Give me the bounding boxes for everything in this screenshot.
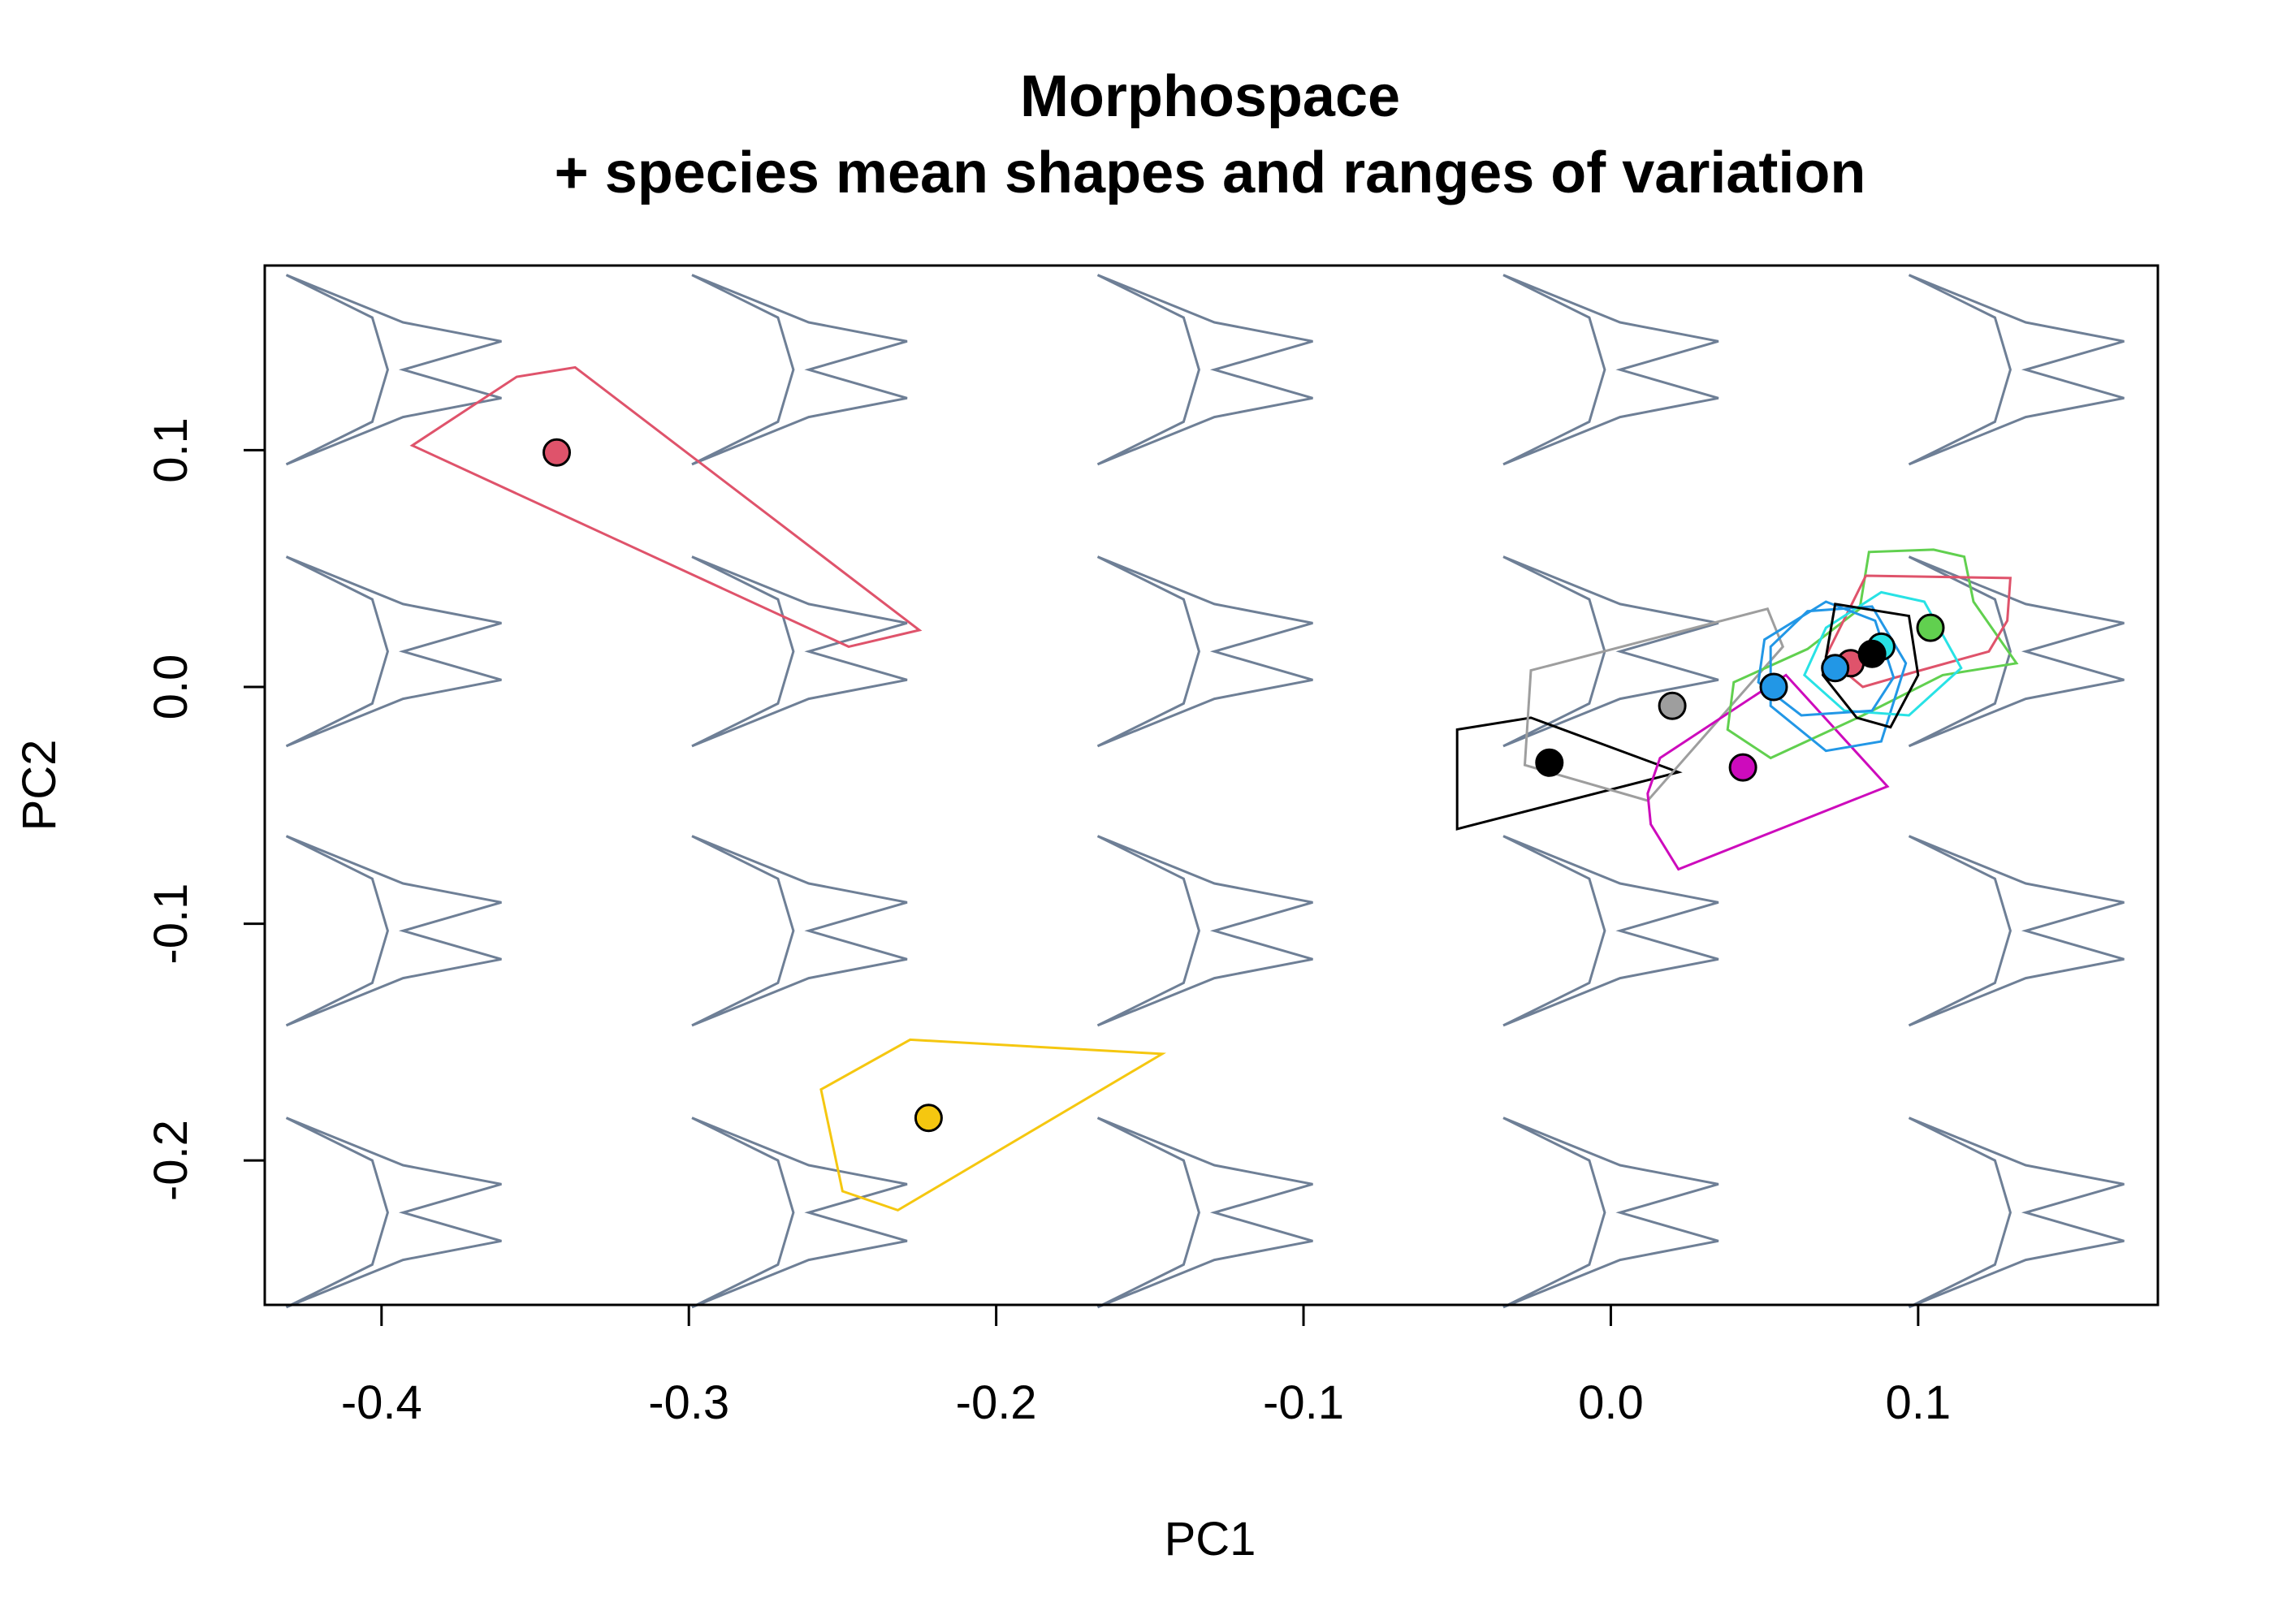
background-shape [1908,555,2125,748]
species-mean-point [1916,613,1945,642]
background-shape [691,555,908,748]
species-mean-point [1759,672,1788,702]
species-hull [1523,607,1785,802]
species-mean-point [1535,748,1564,777]
species-mean-point [1728,753,1757,782]
background-shape [691,835,908,1027]
background-shape [1502,1116,1719,1309]
y-tick-label: 0.0 [145,654,197,720]
background-shape [1096,274,1313,466]
species-hull [1646,673,1890,871]
chart-title-line-1: Morphospace [1020,64,1400,129]
species-means [543,438,1945,1133]
species-mean-point [914,1104,943,1133]
background-shape [285,835,502,1027]
plot-frame [263,264,2159,1307]
background-shape [1502,835,1719,1027]
y-tick-label: 0.1 [145,417,197,483]
x-tick-label: -0.4 [341,1376,422,1429]
species-hull [1821,603,1920,729]
y-axis-label: PC2 [13,740,66,831]
background-shape-grid [285,274,2125,1309]
species-mean-point [1658,691,1687,720]
y-tick-label: -0.1 [145,883,197,965]
background-shape [691,1116,908,1309]
background-shape [691,274,908,466]
species-mean-point [1857,639,1887,668]
chart-title-line-2: + species mean shapes and ranges of vari… [555,140,1866,205]
species-hull [1802,590,1963,717]
species-hull [1455,716,1683,831]
species-hull [819,1038,1167,1212]
background-shape [1096,1116,1313,1309]
x-tick-label: -0.1 [1263,1376,1344,1429]
y-tick-label: -0.2 [145,1120,197,1201]
x-tick-label: -0.3 [648,1376,729,1429]
background-shape [1502,274,1719,466]
species-hull [409,365,923,648]
x-axis-label: PC1 [1165,1513,1256,1566]
species-hulls [409,365,2019,1212]
x-tick-label: -0.2 [956,1376,1037,1429]
background-shape [1908,835,2125,1027]
background-shape [285,274,502,466]
background-shape [1096,835,1313,1027]
y-axis: -0.2 -0.1 0.0 0.1 [145,417,266,1201]
background-shape [1096,555,1313,748]
species-mean-point [1821,654,1850,683]
background-shape [285,1116,502,1309]
x-axis: -0.4 -0.3 -0.2 -0.1 0.0 0.1 [341,1303,1952,1429]
x-tick-label: 0.0 [1578,1376,1644,1429]
background-shape [1908,274,2125,466]
background-shape [1502,555,1719,748]
x-tick-label: 0.1 [1886,1376,1952,1429]
species-hull [1769,605,1908,753]
background-shape [285,555,502,748]
species-mean-point [543,438,571,467]
background-shape [1908,1116,2125,1309]
